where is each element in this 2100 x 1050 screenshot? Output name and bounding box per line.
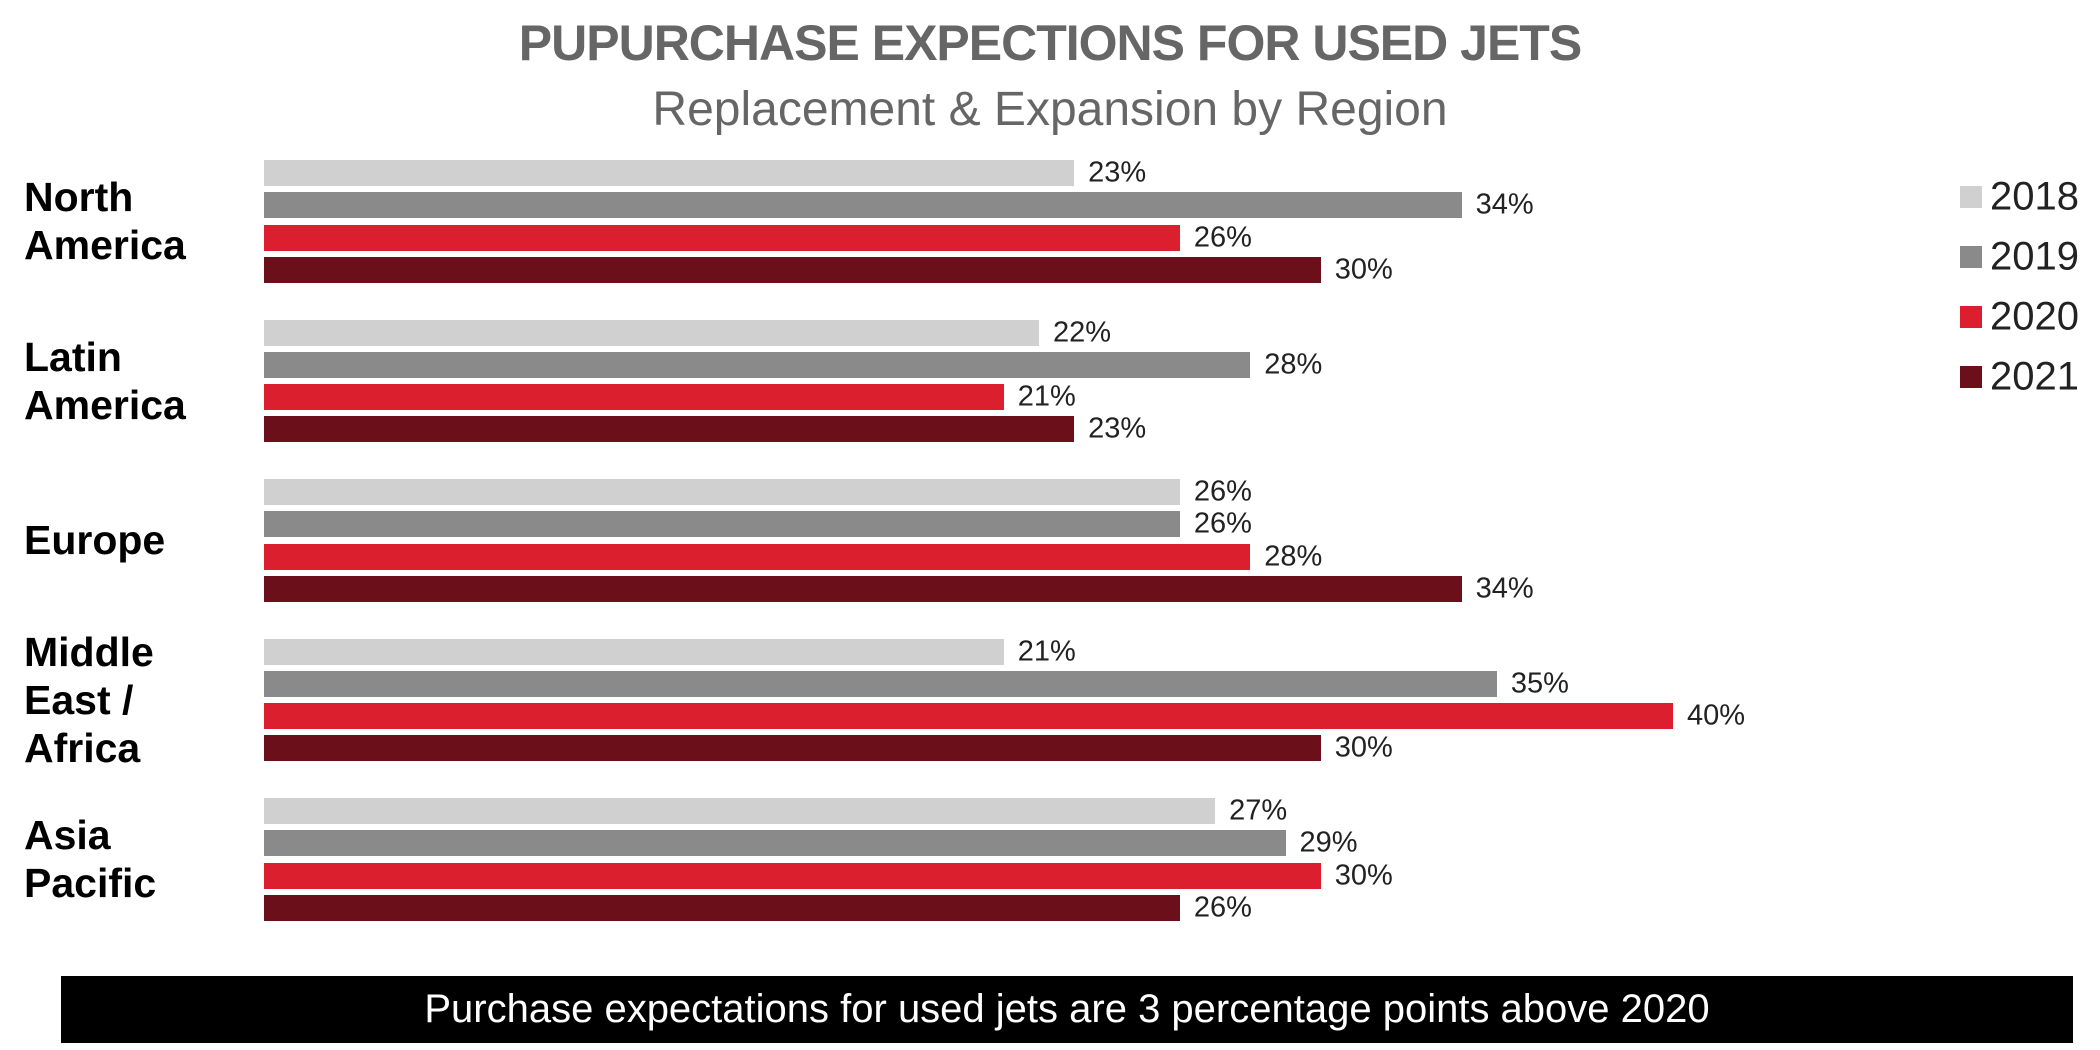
value-label: 40%	[1687, 699, 1746, 732]
bar	[264, 351, 1251, 378]
value-label: 22%	[1052, 316, 1111, 348]
value-label: 26%	[1193, 221, 1252, 254]
bar	[264, 894, 1180, 921]
legend-label: 2021	[1990, 354, 2079, 399]
bar	[264, 735, 1321, 762]
value-label: 21%	[1017, 635, 1076, 667]
bar	[264, 511, 1180, 538]
category-label: Middle East / Africa	[24, 628, 154, 771]
value-label: 28%	[1264, 348, 1323, 381]
bar	[264, 160, 1075, 186]
value-label: 21%	[1017, 380, 1076, 413]
value-label: 29%	[1299, 826, 1358, 859]
footnote: Purchase expectations for used jets are …	[424, 987, 1710, 1031]
value-label: 26%	[1193, 891, 1252, 924]
bar	[264, 638, 1004, 665]
bar	[264, 543, 1251, 570]
value-label: 23%	[1088, 156, 1147, 189]
legend-label: 2019	[1990, 234, 2079, 279]
bar	[264, 703, 1673, 730]
bar	[264, 224, 1180, 251]
legend-swatch	[1960, 366, 1982, 388]
bar	[264, 192, 1462, 219]
bar	[264, 670, 1497, 697]
category-label: Asia Pacific	[24, 812, 157, 907]
value-label: 27%	[1229, 794, 1288, 827]
category-label: North America	[24, 174, 186, 269]
bar	[264, 256, 1321, 283]
chart-title: PUPURCHASE EXPECTIONS FOR USED JETS	[518, 15, 1582, 71]
legend-swatch	[1960, 306, 1982, 328]
bar	[264, 384, 1004, 411]
bar	[264, 798, 1216, 824]
value-label: 34%	[1475, 572, 1534, 605]
value-label: 30%	[1334, 253, 1393, 286]
value-label: 23%	[1088, 412, 1147, 445]
value-label: 35%	[1510, 667, 1569, 700]
value-label: 30%	[1334, 859, 1393, 892]
bar	[264, 830, 1286, 857]
bar	[264, 319, 1039, 346]
legend-label: 2020	[1990, 294, 2079, 339]
value-label: 26%	[1193, 475, 1252, 508]
footnote-band	[61, 976, 2073, 1043]
bar	[264, 416, 1075, 443]
value-label: 26%	[1193, 507, 1252, 540]
legend-label: 2018	[1990, 174, 2079, 219]
legend-swatch	[1960, 186, 1982, 208]
bar	[264, 862, 1321, 889]
category-label: Europe	[24, 517, 166, 564]
legend-swatch	[1960, 246, 1982, 268]
chart-subtitle: Replacement & Expansion by Region	[652, 83, 1448, 136]
value-label: 34%	[1475, 188, 1534, 221]
bar	[264, 479, 1180, 505]
value-label: 28%	[1264, 540, 1323, 573]
value-label: 30%	[1334, 731, 1393, 764]
category-label: Latin America	[24, 333, 186, 428]
bar	[264, 575, 1462, 602]
